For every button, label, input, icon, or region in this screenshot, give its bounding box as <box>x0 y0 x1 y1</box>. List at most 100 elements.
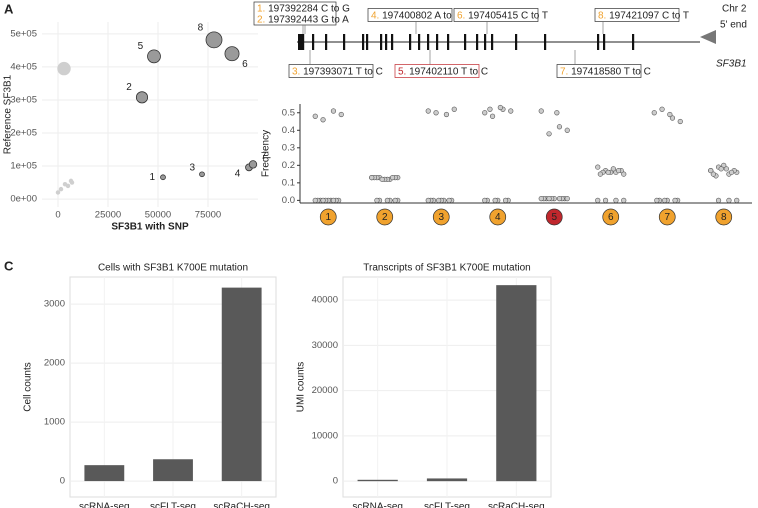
point-label: 6 <box>242 59 248 70</box>
point <box>508 108 514 114</box>
annotation-text: 197421097 C to T <box>606 10 689 21</box>
panel-label: C <box>4 258 14 273</box>
point <box>597 171 603 177</box>
strand-arrow <box>700 30 716 44</box>
x-tick-label: 5 <box>551 212 557 223</box>
point <box>546 196 552 202</box>
annotation-box <box>253 1 337 26</box>
exon <box>418 34 421 50</box>
annotation-label: 6. 197405415 C to T <box>457 10 548 21</box>
point <box>651 110 657 116</box>
category-badge <box>602 208 620 226</box>
y-tick-label: 4e+05 <box>10 61 37 72</box>
point <box>425 108 431 114</box>
point <box>718 166 724 172</box>
annotation-text: 197400802 A to G <box>379 10 462 21</box>
point <box>330 108 337 114</box>
annotation-label: 2. 197392443 G to A <box>257 14 349 25</box>
point <box>384 197 390 203</box>
annotation-box <box>453 8 539 22</box>
point <box>554 110 560 116</box>
y-tick-label: 20000 <box>312 385 338 396</box>
exon <box>436 34 439 50</box>
point <box>538 108 544 114</box>
annotation-box <box>367 8 453 22</box>
point <box>312 197 318 203</box>
exon <box>302 34 305 50</box>
annotation-number: 4. <box>371 10 379 21</box>
y-tick-label: 3000 <box>44 299 65 310</box>
y-axis-label: UMI counts <box>296 362 307 413</box>
exon <box>366 34 369 50</box>
point <box>57 61 71 76</box>
y-tick-label: 0.2 <box>282 160 295 171</box>
exon <box>464 34 467 50</box>
chart-title: Transcripts of SF3B1 K700E mutation <box>363 263 531 274</box>
strand-label: 5' end <box>720 20 747 31</box>
exon <box>476 34 479 50</box>
annotation-label: 4. 197400802 A to G <box>371 10 462 21</box>
bar <box>426 478 468 482</box>
x-tick-label: 3 <box>438 212 444 223</box>
annotation-text: 197393071 T to C <box>300 66 382 77</box>
point <box>147 49 161 64</box>
point <box>669 115 676 121</box>
y-axis-label: Frequency <box>261 130 272 177</box>
annotation-text: 197402110 T to C <box>406 66 488 77</box>
point <box>492 197 498 203</box>
point <box>613 197 619 203</box>
point <box>446 197 452 203</box>
category-badge <box>545 208 563 226</box>
x-tick-label: 0 <box>55 210 60 221</box>
category-badge <box>432 208 450 226</box>
exon <box>409 34 412 50</box>
point <box>672 197 678 203</box>
point <box>564 127 570 133</box>
point <box>659 106 665 112</box>
y-tick-label: 0 <box>333 476 338 487</box>
annotation-number: 1. <box>257 3 265 14</box>
exon <box>447 34 450 50</box>
point <box>338 111 344 118</box>
annotation-box <box>394 64 480 78</box>
x-tick-label: scRNA-seq <box>352 502 403 508</box>
annotation-box <box>288 64 374 78</box>
point <box>715 197 722 203</box>
exon <box>603 34 606 50</box>
point <box>65 183 71 189</box>
point <box>312 113 318 119</box>
x-tick-label: 4 <box>495 212 501 223</box>
annotation-label: 3. 197393071 T to C <box>292 66 383 77</box>
x-tick-label: scRaCH-seq <box>488 502 545 508</box>
panel-label: A <box>4 1 14 16</box>
x-tick-label: 50000 <box>145 210 171 221</box>
annotation-label: 8. 197421097 C to T <box>598 10 689 21</box>
point <box>330 197 337 203</box>
bar <box>221 287 262 482</box>
annotation-label: 1. 197392284 C to G <box>257 3 350 14</box>
point-label: 7 <box>261 151 267 162</box>
bar <box>84 465 125 482</box>
y-tick-label: 0e+00 <box>10 194 37 205</box>
point <box>556 124 563 130</box>
exon <box>544 34 547 50</box>
point-label: 8 <box>198 22 204 33</box>
point <box>595 197 601 203</box>
x-tick-label: 6 <box>608 212 614 223</box>
point <box>556 196 563 202</box>
y-tick-label: 0.0 <box>282 195 295 206</box>
point <box>708 167 714 174</box>
point <box>487 106 493 112</box>
point <box>662 197 668 203</box>
point <box>135 91 149 104</box>
point-label: 3 <box>190 163 196 174</box>
exon <box>312 34 315 50</box>
annotation-text: 197392284 C to G <box>265 3 350 14</box>
point <box>502 197 509 203</box>
point <box>248 160 258 169</box>
point <box>728 169 735 175</box>
y-tick-label: 2000 <box>44 358 65 369</box>
annotation-box <box>594 8 680 22</box>
point <box>55 190 61 195</box>
